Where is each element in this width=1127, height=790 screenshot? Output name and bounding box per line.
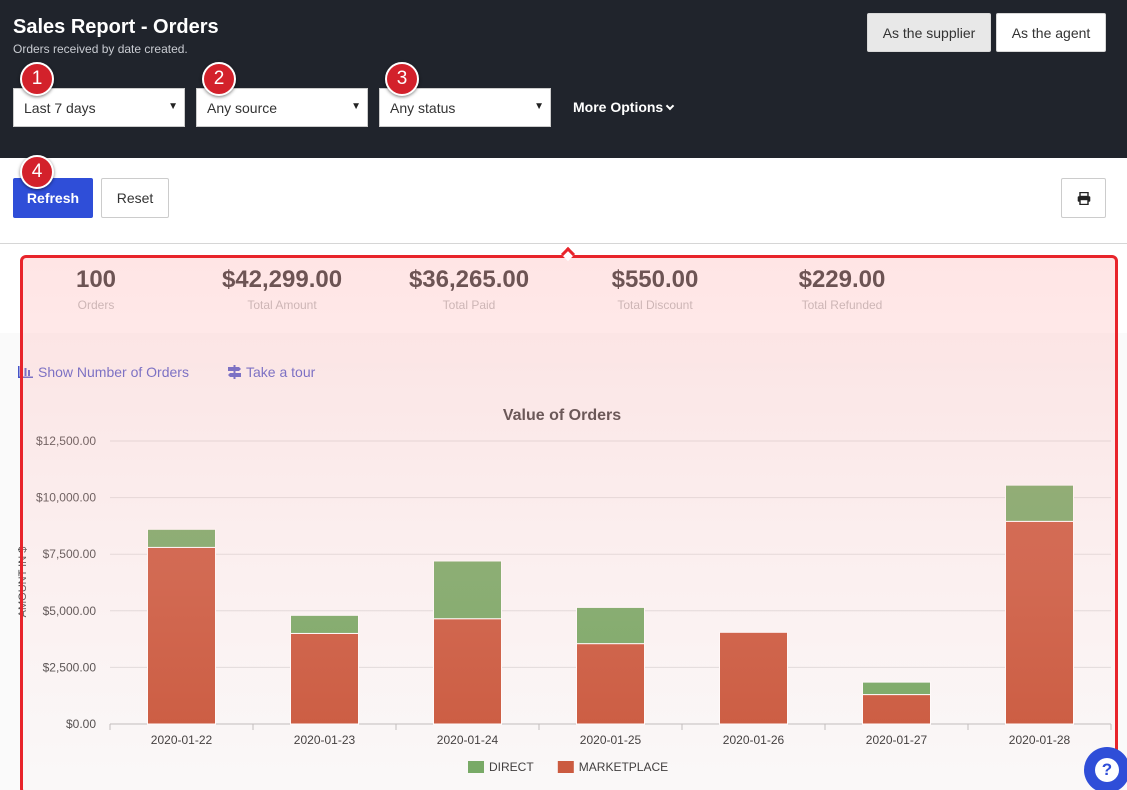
stat-value: $550.00 [611,266,699,293]
chart-axes: $0.00 $2,500.00 $5,000.00 $7,500.00 $10,000.… [36,434,1112,747]
stat-total-refunded: $229.00 Total Refunded [752,266,932,312]
stat-label: Total Refunded [801,298,883,312]
stat-value: $229.00 [798,266,886,293]
y-tick-label: $10,000.00 [36,491,96,505]
stat-value: $36,265.00 [408,266,530,293]
bar-direct[interactable] [290,614,359,634]
y-tick-label: $0.00 [66,717,96,731]
more-options-toggle[interactable]: More Options [573,99,675,115]
chart-legend: DIRECT MARKETPLACE [468,760,668,774]
y-tick-label: $2,500.00 [43,660,97,674]
stats-bar [0,244,1127,333]
signpost-icon [228,365,241,379]
bar-marketplace[interactable] [1005,520,1074,725]
bar-direct[interactable] [147,528,216,548]
legend-label-direct[interactable]: DIRECT [489,760,534,774]
caret-down-icon: ▼ [534,101,544,112]
bar-direct[interactable] [1005,484,1074,522]
reset-button[interactable]: Reset [101,178,169,218]
legend-swatch-marketplace[interactable] [557,761,574,773]
bar-direct[interactable] [576,606,645,645]
stat-total-amount: $42,299.00 Total Amount [192,266,372,312]
refresh-button[interactable]: Refresh [13,178,93,218]
as-agent-button[interactable]: As the agent [996,13,1106,52]
source-select[interactable]: Any source ▼ [196,88,368,127]
stat-label: Total Paid [442,298,496,312]
bar-direct[interactable] [433,560,502,620]
chevron-down-icon [665,101,675,111]
print-button[interactable] [1061,178,1106,218]
y-tick-label: $12,500.00 [36,434,96,448]
show-number-of-orders-link[interactable]: Show Number of Orders [18,364,189,380]
step-badge-2: 2 [202,62,236,96]
bar-marketplace[interactable] [862,694,931,725]
stat-value: $42,299.00 [221,266,343,293]
caret-down-icon: ▼ [351,101,361,112]
show-number-of-orders-label: Show Number of Orders [38,364,189,380]
section-divider [0,243,1127,244]
date-range-value: Last 7 days [24,99,96,116]
stat-label: Total Amount [247,298,317,312]
bar-marketplace[interactable] [719,631,788,725]
y-axis-label: AMOUNT IN $ [17,547,29,618]
step-badge-1: 1 [20,62,54,96]
bar-marketplace[interactable] [147,546,216,725]
stat-total-discount: $550.00 Total Discount [565,266,745,312]
bar-marketplace[interactable] [576,643,645,725]
more-options-label: More Options [573,99,664,115]
page-title: Sales Report - Orders [13,16,219,38]
take-a-tour-link[interactable]: Take a tour [228,364,315,380]
stat-label: Total Discount [617,298,693,312]
stat-label: Orders [77,298,115,312]
source-value: Any source [207,99,278,116]
step-badge-3: 3 [385,62,419,96]
x-tick-label: 2020-01-27 [866,733,928,747]
bar-direct[interactable] [862,681,931,696]
take-a-tour-label: Take a tour [246,364,316,380]
legend-swatch-direct[interactable] [468,761,484,773]
stat-total-paid: $36,265.00 Total Paid [379,266,559,312]
x-tick-label: 2020-01-25 [580,733,642,747]
x-tick-label: 2020-01-23 [294,733,356,747]
step-badge-4: 4 [20,155,54,189]
x-tick-label: 2020-01-26 [723,733,785,747]
page-subtitle: Orders received by date created. [13,42,188,56]
x-tick-label: 2020-01-28 [1009,733,1071,747]
status-value: Any status [390,99,456,116]
x-tick-label: 2020-01-22 [151,733,213,747]
help-button[interactable]: ? [1084,747,1127,790]
as-supplier-button[interactable]: As the supplier [867,13,991,52]
help-icon: ? [1095,758,1119,782]
value-of-orders-chart: Value of Orders AMOUNT IN $ $0.00 $2,500.… [17,407,1112,774]
legend-label-marketplace[interactable]: MARKETPLACE [579,760,668,774]
chart-bars [147,484,1074,725]
y-tick-label: $5,000.00 [43,604,97,618]
stat-value: 100 [75,266,117,293]
y-tick-label: $7,500.00 [43,547,97,561]
stat-orders: 100 Orders [6,266,186,312]
status-select[interactable]: Any status ▼ [379,88,551,127]
chart-title: Value of Orders [503,407,621,424]
print-icon [1077,191,1090,205]
x-tick-label: 2020-01-24 [437,733,499,747]
caret-down-icon: ▼ [168,101,178,112]
bar-marketplace[interactable] [433,618,502,725]
bar-marketplace[interactable] [290,632,359,725]
bar-chart-icon [18,366,33,378]
